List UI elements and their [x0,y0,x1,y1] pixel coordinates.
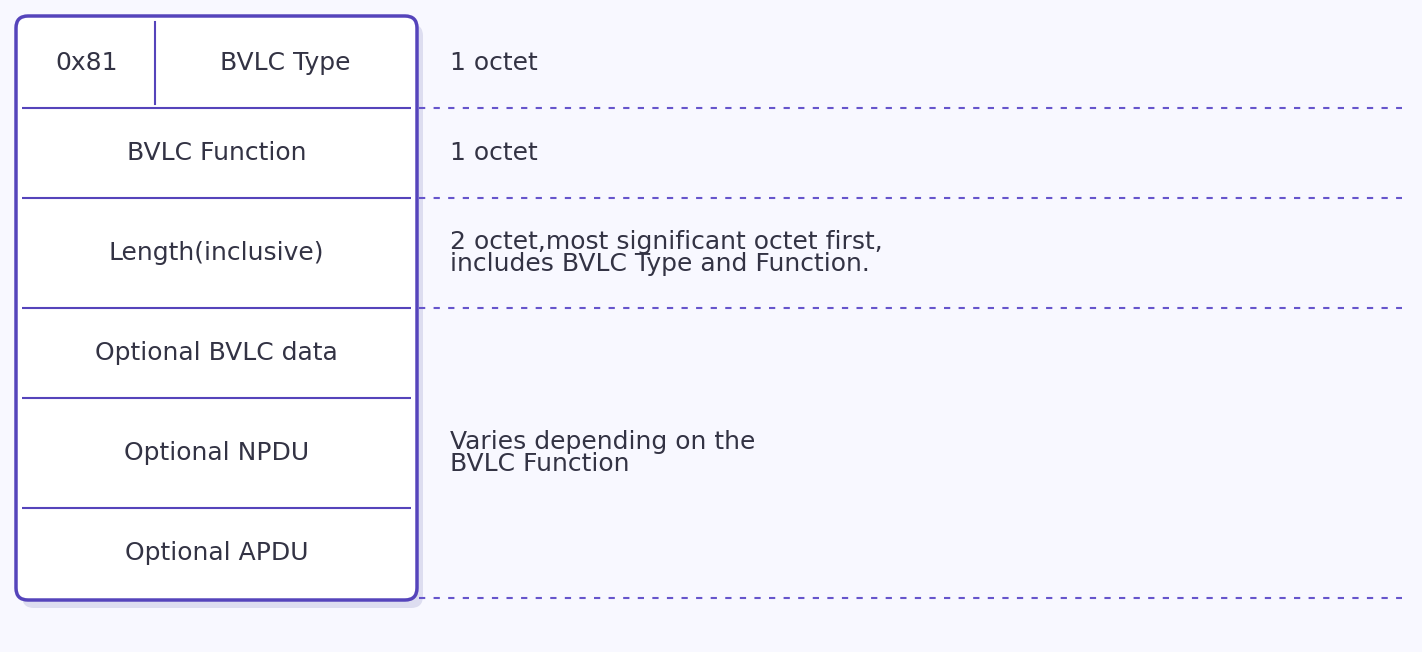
Text: BVLC Type: BVLC Type [220,51,350,75]
Text: Varies depending on the: Varies depending on the [449,430,755,454]
Text: Optional APDU: Optional APDU [125,541,309,565]
Text: 1 octet: 1 octet [449,51,538,75]
Text: Length(inclusive): Length(inclusive) [108,241,324,265]
Text: BVLC Function: BVLC Function [127,141,306,165]
FancyBboxPatch shape [16,16,417,600]
Text: Optional NPDU: Optional NPDU [124,441,309,465]
Text: BVLC Function: BVLC Function [449,452,630,476]
Text: includes BVLC Type and Function.: includes BVLC Type and Function. [449,252,870,276]
Text: 1 octet: 1 octet [449,141,538,165]
Text: Optional BVLC data: Optional BVLC data [95,341,338,365]
Text: 0x81: 0x81 [55,51,118,75]
Text: 2 octet,most significant octet first,: 2 octet,most significant octet first, [449,230,883,254]
FancyBboxPatch shape [21,24,422,608]
